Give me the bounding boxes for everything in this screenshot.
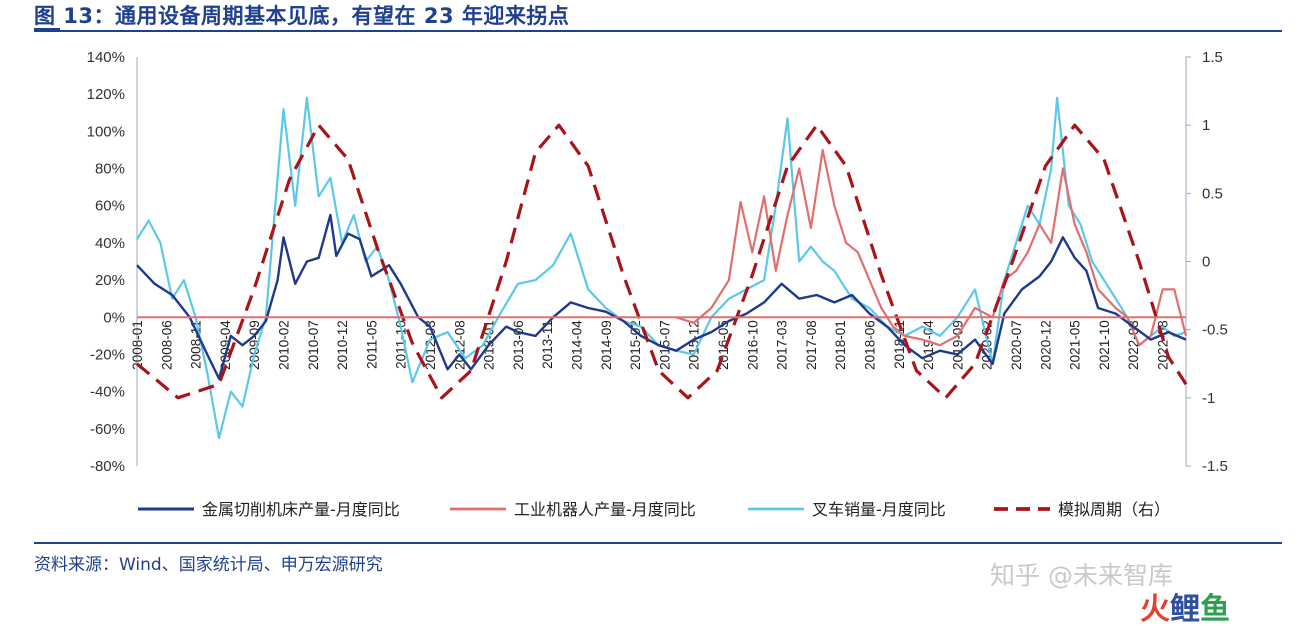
x-tick-label: 2008-01 — [130, 320, 145, 370]
left-tick-label: -80% — [90, 458, 125, 475]
x-tick-label: 2010-07 — [306, 320, 321, 370]
plot-area — [135, 96, 1188, 440]
watermark-logo-char: 鲤 — [1170, 592, 1200, 627]
right-tick-label: -1 — [1202, 390, 1215, 407]
left-tick-label: 0% — [103, 309, 125, 326]
watermark: 知乎 @未来智库 — [990, 561, 1173, 590]
right-tick-label: -0.5 — [1202, 322, 1228, 339]
watermark-logo-char: 鱼 — [1200, 592, 1230, 627]
left-tick-label: -60% — [90, 421, 125, 438]
x-tick-label: 2019-09 — [950, 320, 965, 370]
x-tick-label: 2009-09 — [247, 320, 262, 370]
left-tick-label: 20% — [95, 272, 125, 289]
legend-label: 金属切削机床产量-月度同比 — [202, 500, 400, 519]
left-tick-label: -20% — [90, 346, 125, 363]
x-tick-label: 2015-02 — [628, 320, 643, 370]
right-tick-label: 0 — [1202, 254, 1210, 271]
left-tick-label: 120% — [87, 86, 125, 103]
x-tick-label: 2008-06 — [159, 320, 174, 370]
left-tick-label: 140% — [87, 49, 125, 66]
x-tick-label: 2009-04 — [218, 320, 233, 370]
left-tick-label: 40% — [95, 235, 125, 252]
left-tick-label: -40% — [90, 384, 125, 401]
right-tick-label: -1.5 — [1202, 458, 1228, 475]
legend-label: 工业机器人产量-月度同比 — [514, 500, 696, 519]
x-tick-label: 2018-01 — [833, 320, 848, 370]
x-tick-label: 2020-07 — [1009, 320, 1024, 370]
x-tick-label: 2020-12 — [1038, 320, 1053, 370]
x-tick-label: 2010-02 — [277, 320, 292, 370]
x-tick-label: 2014-04 — [570, 320, 585, 370]
right-tick-label: 1 — [1202, 117, 1210, 134]
watermark-logo: 火鲤鱼 — [1140, 584, 1230, 628]
series-line — [136, 96, 1187, 440]
x-tick-label: 2018-06 — [863, 320, 878, 370]
right-tick-label: 1.5 — [1202, 49, 1223, 66]
legend: 金属切削机床产量-月度同比 工业机器人产量-月度同比 叉车销量-月度同比 模拟周期（右… — [138, 500, 1170, 519]
series-line — [675, 148, 1188, 347]
x-tick-label: 2014-09 — [599, 320, 614, 370]
title-rule — [34, 30, 1282, 32]
x-tick-label: 2013-11 — [540, 320, 555, 369]
axes: 140% 120% 100% 80% 60% 40% 20% 0% -20% -40% -60% -8… — [87, 49, 1228, 475]
watermark-logo-char: 火 — [1140, 592, 1170, 627]
x-tick-label: 2012-03 — [423, 320, 438, 370]
x-tick-label: 2011-05 — [364, 320, 379, 369]
figure-title: 图 13：通用设备周期基本见底，有望在 23 年迎来拐点 — [34, 4, 570, 28]
x-tick-label: 2015-12 — [687, 320, 702, 370]
legend-label: 叉车销量-月度同比 — [812, 500, 946, 519]
x-tick-label: 2021-10 — [1097, 320, 1112, 370]
x-tick-label: 2021-05 — [1068, 320, 1083, 370]
right-tick-label: 0.5 — [1202, 185, 1223, 202]
x-tick-label: 2018-11 — [892, 320, 907, 369]
x-tick-label: 2010-12 — [335, 320, 350, 370]
x-tick-label: 2016-10 — [745, 320, 760, 370]
x-tick-label: 2016-05 — [716, 320, 731, 370]
x-tick-label: 2013-06 — [511, 320, 526, 370]
left-tick-label: 100% — [87, 123, 125, 140]
x-tick-label: 2017-03 — [775, 320, 790, 370]
x-tick-label: 2022-03 — [1126, 320, 1141, 370]
series-line — [135, 123, 1188, 400]
left-tick-label: 80% — [95, 161, 125, 178]
legend-label: 模拟周期（右） — [1058, 500, 1170, 519]
source-note: 资料来源：Wind、国家统计局、申万宏源研究 — [34, 555, 383, 575]
x-tick-label: 2011-10 — [394, 320, 409, 369]
x-tick-label: 2015-07 — [657, 320, 672, 370]
source-rule — [34, 542, 1282, 544]
left-tick-label: 60% — [95, 198, 125, 215]
title-accent-rule — [34, 28, 60, 31]
x-tick-label: 2017-08 — [804, 320, 819, 370]
